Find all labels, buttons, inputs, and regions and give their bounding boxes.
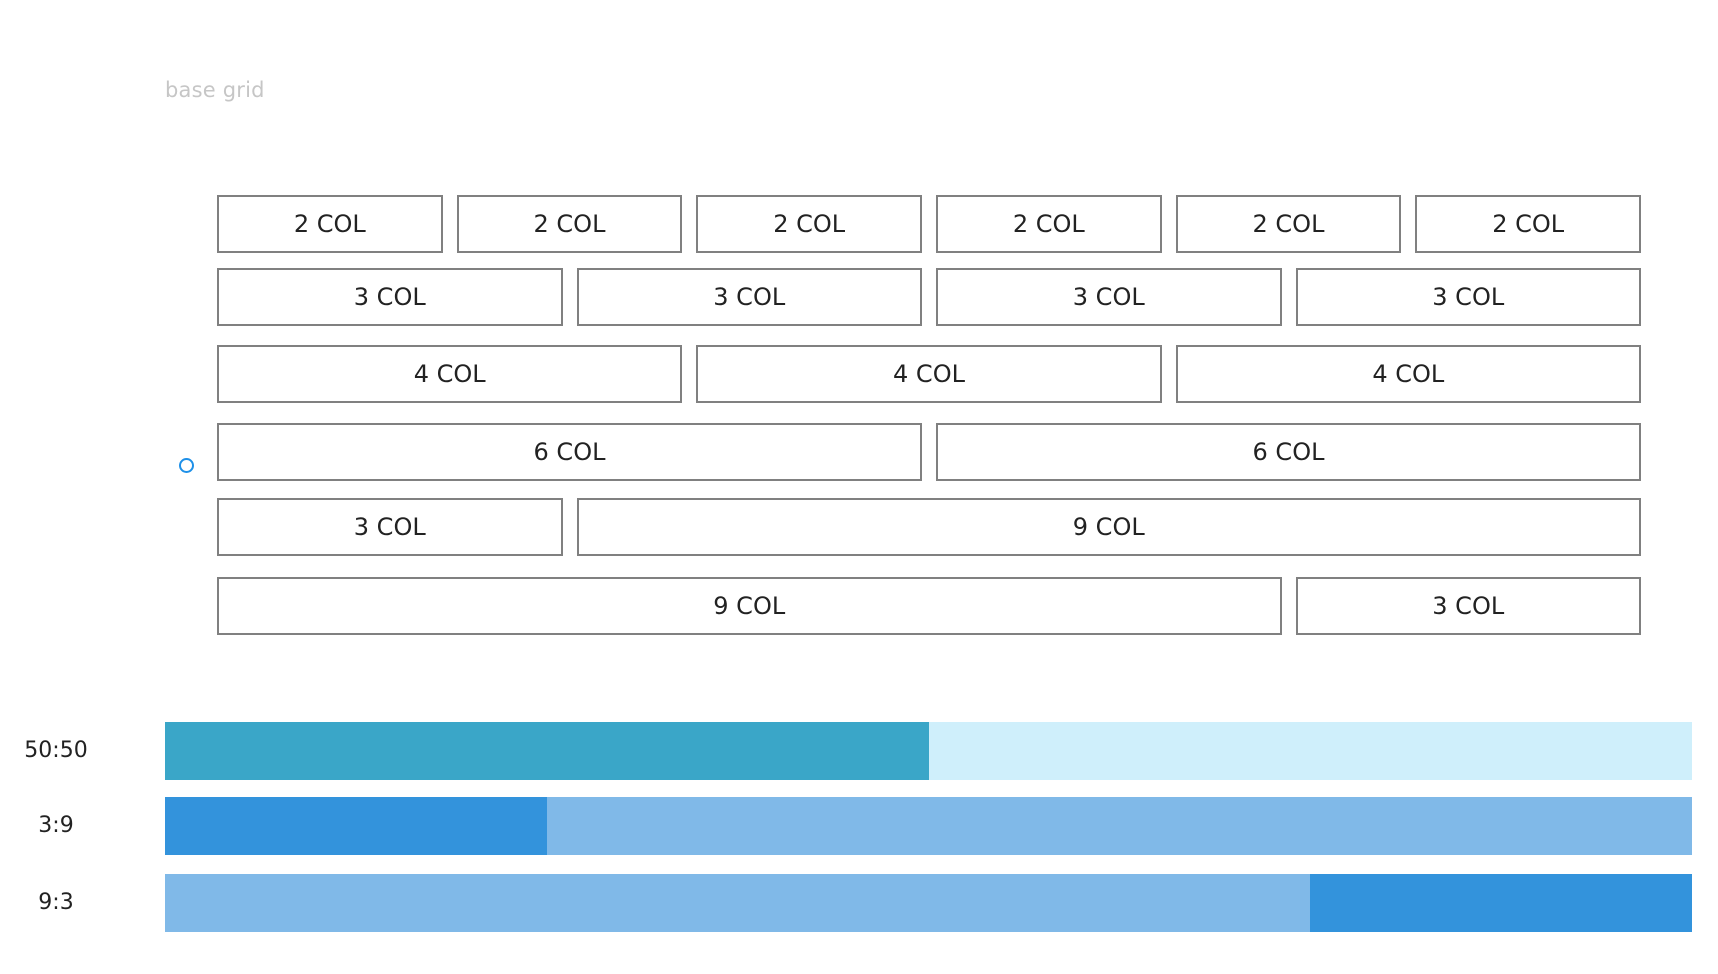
page-title: base grid — [165, 78, 265, 102]
ratio-bar-segment — [546, 797, 1692, 855]
grid-cell-3-col: 3 COL — [576, 268, 922, 326]
ratio-bar-segment — [1310, 874, 1692, 932]
grid-cell-3-col: 3 COL — [936, 268, 1282, 326]
grid-cell-3-col: 3 COL — [1295, 268, 1641, 326]
ratio-label: 3:9 — [38, 813, 74, 838]
grid-cell-6-col: 6 COL — [936, 423, 1641, 481]
grid-cell-9-col: 9 COL — [217, 577, 1282, 635]
grid-cell-2-col: 2 COL — [936, 195, 1162, 253]
ratio-bar-segment — [165, 722, 929, 780]
ratio-bar-segment — [165, 874, 1311, 932]
grid-cell-6-col: 6 COL — [217, 423, 922, 481]
grid-cell-2-col: 2 COL — [696, 195, 922, 253]
grid-row: 6 COL 6 COL — [217, 423, 1641, 481]
ratio-bar — [165, 797, 1692, 855]
grid-row: 3 COL 9 COL — [217, 498, 1641, 556]
ratio-bar — [165, 722, 1692, 780]
grid-cell-4-col: 4 COL — [217, 345, 683, 403]
grid-cell-4-col: 4 COL — [1175, 345, 1641, 403]
grid-row: 4 COL 4 COL 4 COL — [217, 345, 1641, 403]
grid-cell-2-col: 2 COL — [1175, 195, 1402, 253]
grid-cell-3-col: 3 COL — [1295, 577, 1641, 635]
grid-cell-4-col: 4 COL — [696, 345, 1162, 403]
ratio-bar-segment — [928, 722, 1692, 780]
grid-row: 3 COL 3 COL 3 COL 3 COL — [217, 268, 1641, 326]
ratio-label: 50:50 — [24, 738, 88, 763]
grid-cell-3-col: 3 COL — [217, 268, 563, 326]
grid-row: 9 COL 3 COL — [217, 577, 1641, 635]
radio-marker-icon[interactable] — [179, 458, 194, 473]
ratio-bar — [165, 874, 1692, 932]
grid-cell-2-col: 2 COL — [217, 195, 443, 253]
grid-cell-2-col: 2 COL — [456, 195, 683, 253]
grid-row: 2 COL 2 COL 2 COL 2 COL 2 COL 2 COL — [217, 195, 1641, 253]
ratio-label: 9:3 — [38, 890, 74, 915]
grid-cell-3-col: 3 COL — [217, 498, 563, 556]
grid-cell-9-col: 9 COL — [576, 498, 1641, 556]
grid-cell-2-col: 2 COL — [1415, 195, 1641, 253]
ratio-bar-segment — [165, 797, 547, 855]
